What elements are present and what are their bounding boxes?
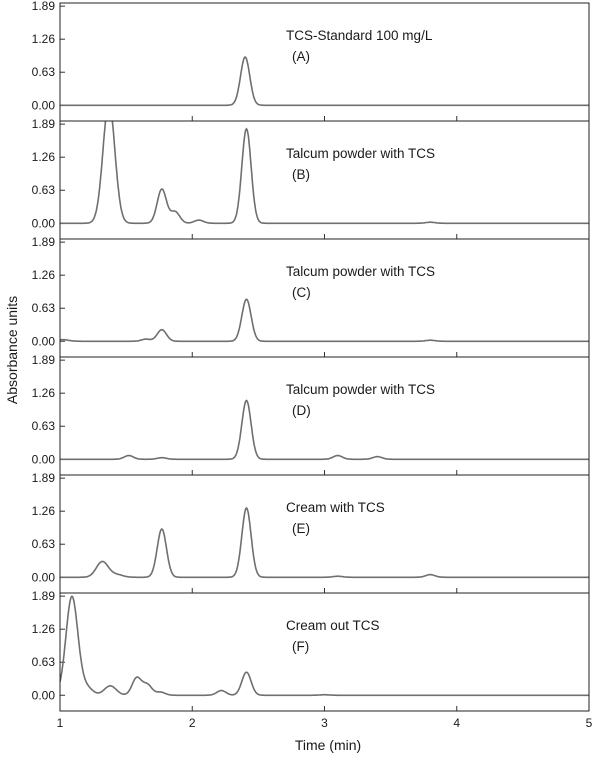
panel-title-d: Talcum powder with TCS xyxy=(286,382,435,397)
chromatogram-trace-b xyxy=(60,121,589,225)
x-tick-label-1: 2 xyxy=(189,716,196,730)
y-tick-label-b-3: 1.89 xyxy=(32,117,56,131)
y-tick-label-b-1: 0.63 xyxy=(32,183,56,197)
panel-title-e: Cream with TCS xyxy=(286,500,385,515)
panel-d: 0.00 0.63 1.26 1.89 Talcum powder with TCS (D… xyxy=(32,353,590,476)
panel-frame-a xyxy=(59,2,590,122)
y-tick-label-d-1: 0.63 xyxy=(32,419,56,433)
chromatogram-panels: 0.00 0.63 1.26 1.89 TCS-Standard 100 mg/L (A)… xyxy=(32,0,590,712)
y-axis-title: Absorbance units xyxy=(4,296,20,404)
y-tick-label-d-3: 1.89 xyxy=(32,353,56,367)
panel-title-a: TCS-Standard 100 mg/L xyxy=(286,28,433,43)
panel-b: 0.00 0.63 1.26 1.89 Talcum powder with TCS (B… xyxy=(32,117,590,240)
x-axis: 1 2 3 4 5 xyxy=(57,716,593,730)
panel-label-d: (D) xyxy=(292,403,311,418)
panel-label-e: (E) xyxy=(292,521,310,536)
y-tick-label-d-2: 1.26 xyxy=(32,386,56,400)
panel-f: 0.00 0.63 1.26 1.89 Cream out TCS (F) xyxy=(32,589,590,712)
chromatogram-trace-f xyxy=(60,595,589,697)
panel-title-b: Talcum powder with TCS xyxy=(286,146,435,161)
panel-a: 0.00 0.63 1.26 1.89 TCS-Standard 100 mg/L (A) xyxy=(32,0,590,122)
x-axis-title: Time (min) xyxy=(295,737,361,753)
panel-label-a: (A) xyxy=(292,49,310,64)
y-tick-label-b-2: 1.26 xyxy=(32,150,56,164)
panel-title-f: Cream out TCS xyxy=(286,618,380,633)
chromatogram-trace-c xyxy=(60,298,589,343)
y-tick-label-c-2: 1.26 xyxy=(32,268,56,282)
y-tick-label-e-2: 1.26 xyxy=(32,504,56,518)
panel-e: 0.00 0.63 1.26 1.89 Cream with TCS (E) xyxy=(32,471,590,594)
chromatogram-trace-e xyxy=(60,506,589,579)
y-tick-label-e-1: 0.63 xyxy=(32,537,56,551)
chromatogram-trace-a xyxy=(60,55,589,107)
y-tick-label-e-3: 1.89 xyxy=(32,471,56,485)
y-tick-label-a-0: 0.00 xyxy=(32,98,56,112)
y-tick-label-a-2: 1.26 xyxy=(32,32,56,46)
chromatogram-trace-d xyxy=(60,399,589,461)
panel-c: 0.00 0.63 1.26 1.89 Talcum powder with TCS (C… xyxy=(32,235,590,358)
y-tick-label-c-0: 0.00 xyxy=(32,334,56,348)
y-tick-label-f-0: 0.00 xyxy=(32,688,56,702)
y-tick-label-f-3: 1.89 xyxy=(32,589,56,603)
panel-frame-b xyxy=(59,120,590,240)
panel-frame-c xyxy=(59,238,590,358)
panel-frame-f xyxy=(59,592,590,712)
y-tick-label-d-0: 0.00 xyxy=(32,452,56,466)
panel-label-c: (C) xyxy=(292,285,311,300)
y-tick-label-f-2: 1.26 xyxy=(32,622,56,636)
y-tick-label-b-0: 0.00 xyxy=(32,216,56,230)
y-tick-label-a-3: 1.89 xyxy=(32,0,56,13)
panel-title-c: Talcum powder with TCS xyxy=(286,264,435,279)
x-tick-label-2: 3 xyxy=(321,716,328,730)
panel-label-b: (B) xyxy=(292,167,310,182)
x-tick-label-3: 4 xyxy=(453,716,460,730)
panel-frame-e xyxy=(59,474,590,594)
x-tick-label-0: 1 xyxy=(57,716,64,730)
panel-label-f: (F) xyxy=(292,639,309,654)
y-tick-label-c-1: 0.63 xyxy=(32,301,56,315)
y-tick-label-e-0: 0.00 xyxy=(32,570,56,584)
panel-frame-d xyxy=(59,356,590,476)
y-tick-label-f-1: 0.63 xyxy=(32,655,56,669)
y-tick-label-c-3: 1.89 xyxy=(32,235,56,249)
x-tick-label-4: 5 xyxy=(586,716,593,730)
y-tick-label-a-1: 0.63 xyxy=(32,65,56,79)
